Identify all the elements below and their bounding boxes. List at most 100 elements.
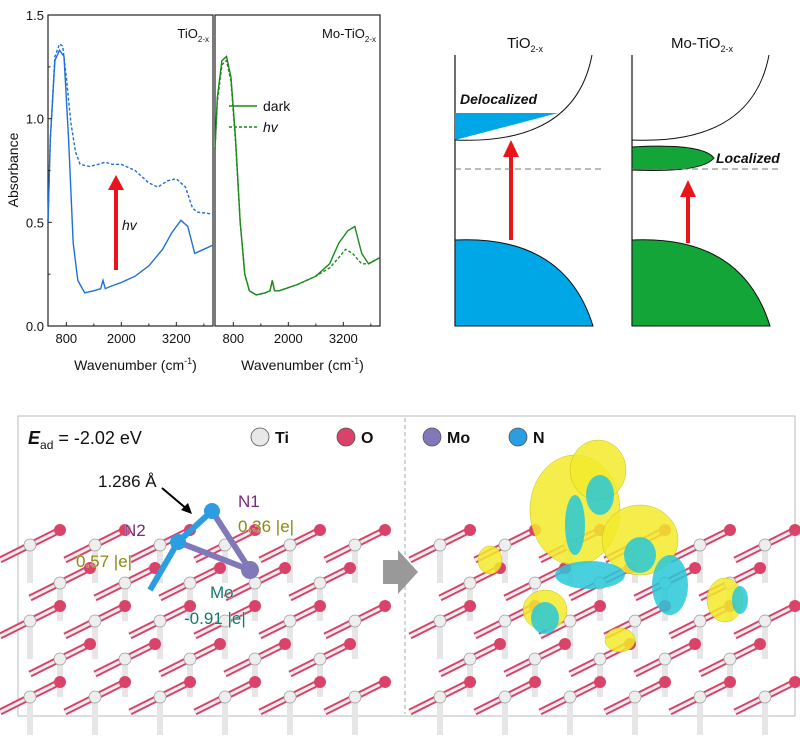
oxygen-atom [724,524,736,536]
valence-band [631,239,771,327]
titanium-atom [118,576,132,590]
x-tick-label: 800 [222,331,244,346]
atom-icon-N [508,427,528,447]
charge-depletion-isosurface [586,475,614,515]
n2-label: N2 [124,521,146,540]
oxygen-atom [279,562,291,574]
titanium-atom [248,652,262,666]
oxygen-atom [54,524,66,536]
charge-depletion-isosurface [624,537,656,573]
oxygen-atom [249,524,261,536]
titanium-atom [183,576,197,590]
titanium-atom [53,576,67,590]
n1-atom [204,503,220,519]
oxygen-atom [119,600,131,612]
structure-panel: 1.286 Å N1 0.36 |e| N2 0.57 |e| Mo -0.91 |e| E… [0,415,800,735]
titanium-atom [283,538,297,552]
titanium-atom [693,690,707,704]
titanium-atom [23,614,37,628]
oxygen-atom [314,676,326,688]
oxygen-atom [249,676,261,688]
band-diagram-1: Mo-TiO2-x Localized [631,35,782,327]
titanium-atom [53,652,67,666]
chart-panel-1: 800 2000 3200 Wavenumber (cm-1) Mo-TiO2-x dar… [214,14,381,373]
panel-label: Mo-TiO2-x [322,26,376,44]
oxygen-atom [689,562,701,574]
legend-label-dark: dark [263,98,291,114]
titanium-atom [118,652,132,666]
x-tick-label: 2000 [274,331,303,346]
titanium-atom [283,690,297,704]
adsorption-energy: Ead = -2.02 eV [28,428,142,452]
oxygen-atom [214,638,226,650]
oxygen-atom [754,638,766,650]
titanium-atom [348,538,362,552]
n-mo-bond [176,539,252,573]
titanium-atom [723,652,737,666]
titanium-atom [593,652,607,666]
conduction-band [454,54,593,141]
oxygen-atom [494,638,506,650]
oxygen-atom [214,562,226,574]
delocalized-state [455,113,558,140]
titanium-atom [88,690,102,704]
charge-accumulation-isosurface [477,545,503,575]
state-label: Delocalized [460,91,537,107]
arrow-right-icon [383,550,418,594]
titanium-atom [693,614,707,628]
n2-atom [170,534,186,550]
charge-depletion-isosurface [652,555,688,615]
ftir-spectra: 800 2000 3200 0.0 0.5 1.0 1.5 Wavenumber (cm-1)… [26,8,381,373]
titanium-atom [693,538,707,552]
band-diagrams: TiO2-x Delocalized Mo-TiO2-x Localized [454,35,782,327]
oxygen-atom [314,524,326,536]
charge-accumulation-isosurface [604,627,636,653]
oxygen-atom [689,638,701,650]
oxygen-atom [184,600,196,612]
oxygen-atom [594,676,606,688]
titanium-atom [463,652,477,666]
x-tick-label: 3200 [162,331,191,346]
n-ti-bond [147,540,181,592]
titanium-atom [23,538,37,552]
titanium-atom [88,538,102,552]
arrow-head-icon [680,180,696,197]
titanium-atom [218,614,232,628]
y-axis-label: Absorbance [5,132,21,207]
titanium-atom [433,538,447,552]
titanium-atom [88,614,102,628]
oxygen-atom [464,676,476,688]
oxygen-atom [379,524,391,536]
atom-icon-O [336,427,356,447]
titanium-atom [433,614,447,628]
titanium-atom [283,614,297,628]
series-line-0 [47,48,214,294]
y-tick-label: 0.0 [26,319,44,334]
oxygen-atom [249,600,261,612]
oxygen-atom [789,600,800,612]
oxygen-atom [54,600,66,612]
titanium-atom [658,652,672,666]
oxygen-atom [314,600,326,612]
legend-label-hv: hv [263,119,279,135]
atom-legend: Ti O Mo N [250,427,545,447]
conduction-band [631,54,770,141]
n1-label: N1 [238,492,260,511]
titanium-atom [153,614,167,628]
oxygen-atom [464,600,476,612]
oxygen-atom [149,638,161,650]
hv-annotation: hv [122,217,138,233]
n2-charge: 0.57 |e| [76,552,132,571]
band-diagram-title: TiO2-x [507,35,544,54]
valence-band [454,239,594,327]
charge-depletion-isosurface [565,495,585,555]
titanium-atom [153,538,167,552]
titanium-atom [628,690,642,704]
oxygen-atom [84,562,96,574]
titanium-atom [348,690,362,704]
oxygen-atom [279,638,291,650]
titanium-atom [433,690,447,704]
titanium-atom [498,614,512,628]
x-tick-label: 2000 [107,331,136,346]
oxygen-atom [789,524,800,536]
